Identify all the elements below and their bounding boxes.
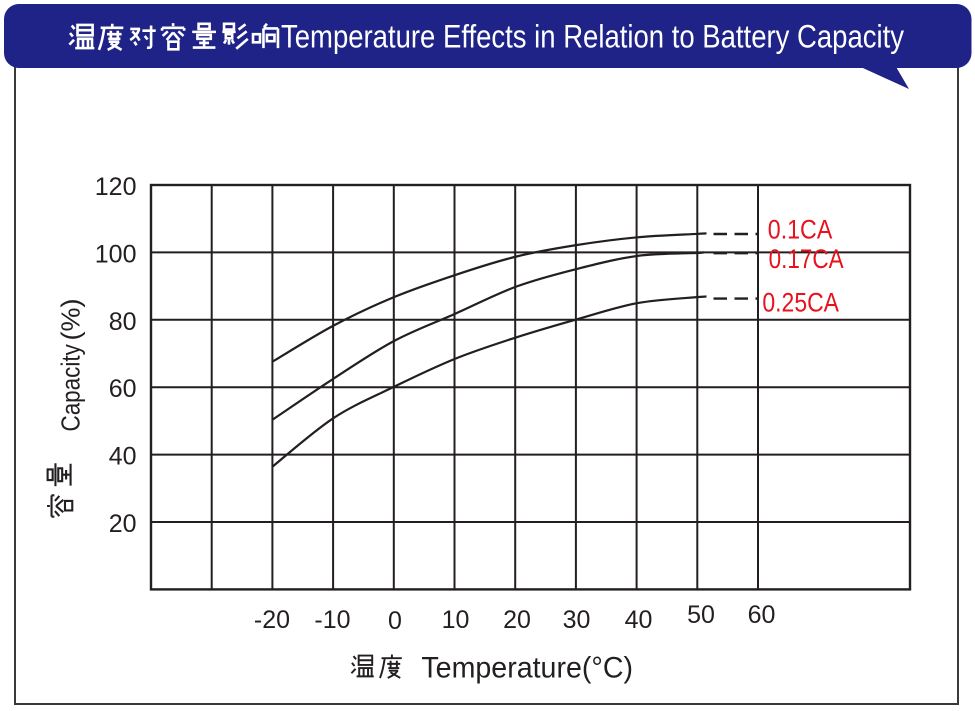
svg-text:20: 20 (503, 606, 531, 634)
svg-text:50: 50 (687, 601, 715, 629)
svg-text:10: 10 (442, 606, 470, 634)
svg-text:100: 100 (95, 240, 137, 268)
svg-text:120: 120 (95, 173, 137, 201)
svg-text:-10: -10 (314, 606, 350, 634)
svg-text:20: 20 (109, 510, 137, 538)
svg-text:(%): (%) (56, 299, 86, 341)
svg-text:0.17CA: 0.17CA (769, 244, 844, 274)
svg-text:0.25CA: 0.25CA (762, 287, 839, 317)
svg-text:60: 60 (748, 601, 776, 629)
svg-text:Temperature Effects in Relatio: Temperature Effects in Relation to Batte… (281, 18, 904, 54)
svg-text:80: 80 (109, 308, 137, 336)
svg-text:Temperature(°C): Temperature(°C) (421, 652, 633, 685)
svg-text:Capacity: Capacity (56, 344, 86, 431)
svg-text:30: 30 (563, 606, 591, 634)
svg-text:0.1CA: 0.1CA (768, 215, 833, 245)
svg-text:40: 40 (109, 443, 137, 471)
svg-text:0: 0 (388, 607, 402, 635)
svg-text:-20: -20 (254, 606, 290, 634)
svg-text:40: 40 (625, 606, 653, 634)
svg-text:60: 60 (109, 375, 137, 403)
